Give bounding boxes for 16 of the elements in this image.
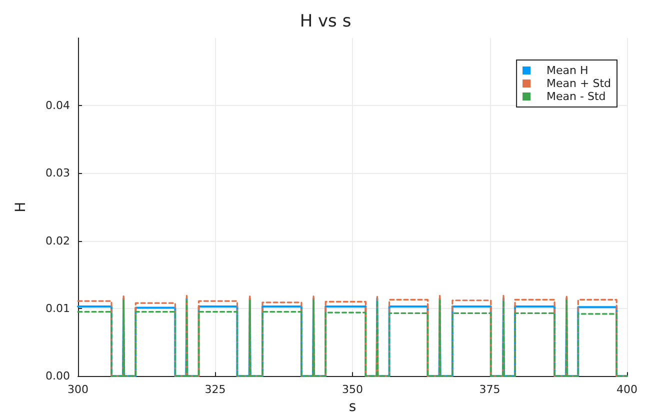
x-axis-title: s [348,399,356,415]
y-tick-label: 0.03 [46,166,70,180]
y-axis-title: H [13,202,29,212]
y-tick-label: 0.02 [46,234,70,248]
y-tick-label: 0.00 [46,370,70,383]
x-tick-label: 375 [479,383,500,396]
legend-label: Mean + Std [546,77,612,90]
y-tick-label: 0.01 [46,302,70,315]
legend-label: Mean H [546,64,588,77]
x-tick-label: 400 [616,383,638,396]
y-tick-label: 0.04 [46,99,70,112]
chart-title: H vs s [300,12,352,32]
legend-label: Mean - Std [546,90,606,103]
x-tick-label: 300 [68,383,88,396]
x-tick-label: 325 [204,383,226,396]
x-tick-label: 350 [342,383,363,396]
